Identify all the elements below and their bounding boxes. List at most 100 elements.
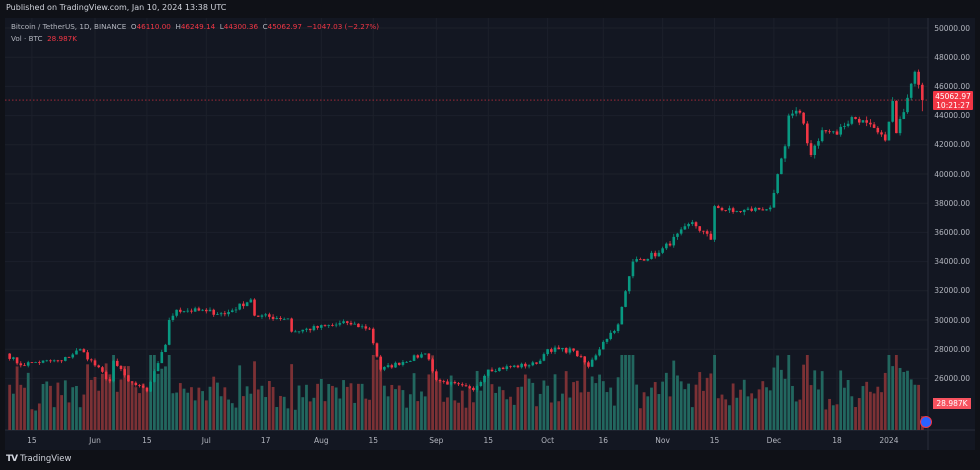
candle-body[interactable]	[857, 118, 861, 123]
candle-body[interactable]	[397, 362, 401, 365]
candle-body[interactable]	[609, 332, 612, 339]
candle-body[interactable]	[227, 312, 230, 315]
candle-body[interactable]	[872, 124, 876, 128]
candle-body[interactable]	[705, 231, 709, 234]
candle-body[interactable]	[550, 349, 553, 352]
candle-body[interactable]	[360, 326, 364, 328]
candle-body[interactable]	[731, 208, 735, 212]
candle-body[interactable]	[880, 132, 883, 135]
candle-body[interactable]	[409, 360, 412, 362]
candle-body[interactable]	[724, 210, 727, 212]
candle-body[interactable]	[646, 258, 650, 261]
candle-body[interactable]	[182, 311, 186, 313]
candle-body[interactable]	[780, 158, 783, 175]
candle-body[interactable]	[345, 321, 349, 323]
candle-body[interactable]	[308, 328, 312, 331]
candle-body[interactable]	[197, 308, 201, 311]
candle-body[interactable]	[639, 259, 642, 260]
candle-body[interactable]	[691, 222, 694, 224]
candle-body[interactable]	[613, 330, 616, 333]
candle-body[interactable]	[260, 315, 264, 317]
candle-body[interactable]	[420, 354, 423, 358]
candle-body[interactable]	[60, 360, 63, 362]
candle-body[interactable]	[620, 306, 624, 325]
candle-body[interactable]	[127, 375, 130, 382]
candle-body[interactable]	[828, 131, 831, 133]
candle-body[interactable]	[765, 209, 768, 211]
candle-body[interactable]	[86, 352, 89, 360]
candle-body[interactable]	[457, 383, 460, 385]
candle-body[interactable]	[123, 369, 126, 376]
candle-body[interactable]	[564, 347, 568, 353]
candle-body[interactable]	[720, 207, 724, 211]
candle-body[interactable]	[672, 236, 676, 246]
candle-body[interactable]	[45, 360, 49, 362]
candle-body[interactable]	[334, 324, 338, 326]
candle-body[interactable]	[93, 360, 97, 366]
candle-body[interactable]	[119, 365, 123, 370]
candle-body[interactable]	[694, 222, 698, 227]
candle-body[interactable]	[64, 357, 67, 361]
candle-body[interactable]	[383, 366, 386, 370]
candle-body[interactable]	[175, 309, 178, 316]
candle-body[interactable]	[761, 209, 765, 211]
candle-body[interactable]	[349, 322, 353, 325]
candle-body[interactable]	[594, 355, 598, 360]
candle-body[interactable]	[138, 385, 141, 386]
candle-body[interactable]	[472, 387, 475, 391]
candle-body[interactable]	[164, 344, 167, 353]
candle-body[interactable]	[156, 363, 160, 372]
candle-body[interactable]	[323, 325, 327, 326]
candle-body[interactable]	[216, 314, 219, 316]
candle-body[interactable]	[82, 349, 86, 353]
candle-body[interactable]	[846, 123, 850, 126]
candle-body[interactable]	[71, 354, 75, 358]
candle-body[interactable]	[631, 261, 635, 277]
candle-body[interactable]	[435, 371, 438, 380]
candle-body[interactable]	[794, 110, 798, 114]
candle-body[interactable]	[108, 379, 112, 382]
candle-body[interactable]	[19, 363, 23, 366]
candle-body[interactable]	[813, 145, 817, 156]
candle-body[interactable]	[468, 386, 472, 388]
candle-body[interactable]	[115, 360, 119, 366]
candle-body[interactable]	[806, 123, 809, 144]
candle-body[interactable]	[401, 362, 405, 365]
candle-body[interactable]	[698, 226, 702, 231]
candle-body[interactable]	[783, 146, 787, 159]
candle-body[interactable]	[453, 382, 457, 384]
candle-body[interactable]	[913, 71, 917, 84]
candle-body[interactable]	[809, 143, 813, 156]
candle-body[interactable]	[787, 115, 791, 147]
candle-body[interactable]	[598, 349, 601, 356]
candle-body[interactable]	[776, 174, 779, 193]
candle-body[interactable]	[294, 331, 297, 333]
candle-body[interactable]	[230, 310, 234, 313]
candle-body[interactable]	[438, 379, 442, 382]
candle-body[interactable]	[557, 347, 561, 350]
candle-body[interactable]	[635, 259, 638, 262]
candle-body[interactable]	[716, 206, 720, 208]
candle-body[interactable]	[160, 352, 164, 364]
candle-body[interactable]	[661, 248, 664, 253]
candle-body[interactable]	[416, 355, 420, 358]
candle-body[interactable]	[89, 359, 93, 361]
candle-body[interactable]	[442, 381, 446, 382]
candle-body[interactable]	[52, 360, 56, 362]
candle-body[interactable]	[238, 303, 241, 310]
candle-body[interactable]	[831, 131, 835, 133]
candle-body[interactable]	[179, 309, 182, 312]
candle-body[interactable]	[446, 381, 449, 385]
candle-body[interactable]	[75, 350, 78, 355]
candle-body[interactable]	[357, 323, 360, 328]
candle-body[interactable]	[290, 318, 293, 332]
candle-body[interactable]	[327, 325, 331, 326]
candle-body[interactable]	[876, 127, 880, 133]
candle-body[interactable]	[739, 211, 742, 213]
candle-body[interactable]	[268, 314, 271, 317]
candle-body[interactable]	[171, 315, 175, 320]
candle-body[interactable]	[249, 299, 253, 303]
candle-body[interactable]	[683, 226, 687, 230]
candle-body[interactable]	[30, 362, 34, 364]
candle-body[interactable]	[538, 360, 542, 364]
